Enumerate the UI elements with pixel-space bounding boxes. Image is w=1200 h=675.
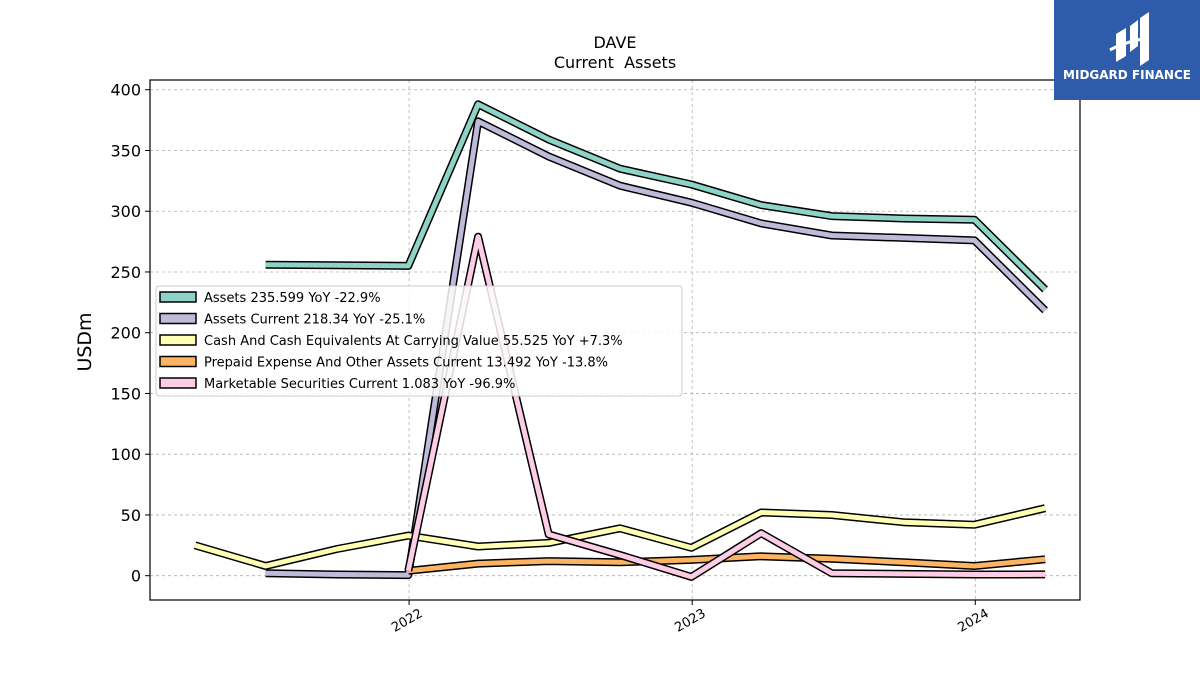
legend-entry-4: Marketable Securities Current 1.083 YoY … — [204, 377, 515, 392]
x-tick-label: 2022 — [389, 606, 425, 636]
series-line-1 — [265, 118, 1047, 578]
legend-entry-1: Assets Current 218.34 YoY -25.1% — [204, 313, 425, 328]
legend-swatch-4 — [159, 377, 197, 389]
y-tick-label: 200 — [110, 324, 141, 343]
legend-swatch-3 — [159, 355, 197, 368]
midgard-finance-logo: MIDGARD FINANCE — [1054, 0, 1200, 100]
plot-frame — [149, 79, 1081, 601]
chart-title: DAVE — [593, 33, 636, 52]
y-tick-label: 350 — [110, 141, 141, 160]
y-axis-label: USDm — [74, 312, 96, 371]
logo-text: MIDGARD FINANCE — [1063, 68, 1191, 82]
y-tick-label: 250 — [110, 263, 141, 282]
y-tick-label: 50 — [121, 506, 141, 525]
series-line-2 — [194, 505, 1046, 569]
x-tick-label: 2024 — [955, 606, 991, 636]
legend: Assets 235.599 YoY -22.9% Assets Current … — [155, 285, 683, 397]
chart-subtitle: Current Assets — [554, 53, 676, 72]
x-tick-label: 2023 — [672, 606, 708, 636]
y-tick-label: 100 — [110, 445, 141, 464]
series-line-0 — [265, 101, 1047, 292]
legend-swatch-0 — [159, 291, 197, 303]
legend-entry-2: Cash And Cash Equivalents At Carrying Va… — [204, 334, 623, 349]
y-tick-label: 150 — [110, 384, 141, 403]
legend-swatch-2 — [159, 334, 197, 346]
legend-swatch-1 — [159, 312, 197, 325]
y-tick-label: 400 — [110, 81, 141, 100]
midgard-logo-icon — [1109, 12, 1149, 66]
y-tick-label: 0 — [131, 567, 141, 586]
legend-box — [155, 285, 683, 397]
legend-entry-0: Assets 235.599 YoY -22.9% — [204, 291, 381, 306]
legend-entry-3: Prepaid Expense And Other Assets Current… — [204, 356, 608, 371]
y-tick-label: 300 — [110, 202, 141, 221]
